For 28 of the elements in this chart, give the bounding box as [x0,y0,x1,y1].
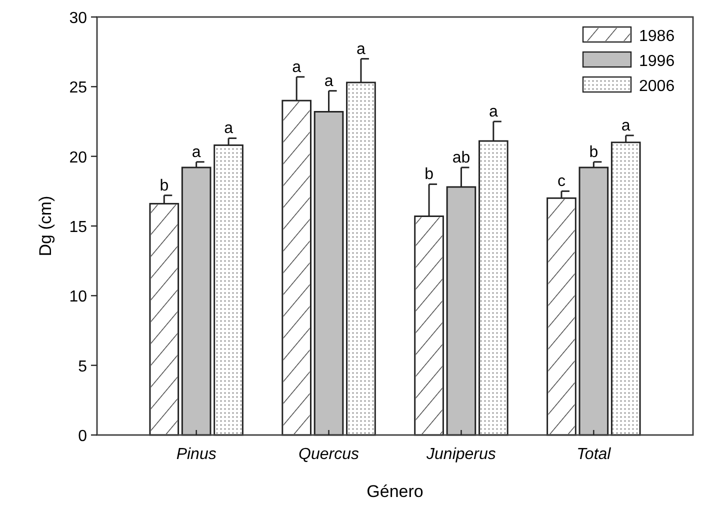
data-label: a [292,58,302,76]
x-tick-label: Quercus [298,446,360,463]
data-label: c [557,173,566,190]
data-label: b [160,177,169,194]
y-tick-label: 15 [69,219,88,236]
data-label: a [324,72,334,90]
x-tick-label: Pinus [176,446,216,463]
y-tick-label: 0 [78,428,88,445]
legend-label: 1986 [639,28,675,45]
y-tick-label: 20 [69,149,88,166]
legend-label: 2006 [639,78,675,95]
y-tick-label: 25 [69,80,88,97]
x-tick-label: Juniperus [426,446,496,463]
data-label: ab [452,149,470,166]
legend-label: 1996 [639,53,675,70]
x-tick-label: Total [576,446,612,463]
data-label: a [224,120,234,138]
data-label: a [621,117,630,134]
data-label: a [192,144,201,161]
x-axis-title: Género [366,482,424,501]
data-label: b [589,144,598,161]
y-axis-title: Dg (cm) [36,196,55,256]
y-tick-label: 5 [78,358,88,376]
data-label: a [488,104,498,120]
y-tick-label: 10 [69,288,88,306]
data-label: b [424,166,434,184]
data-label: a [356,40,366,58]
y-tick-label: 30 [69,10,88,27]
